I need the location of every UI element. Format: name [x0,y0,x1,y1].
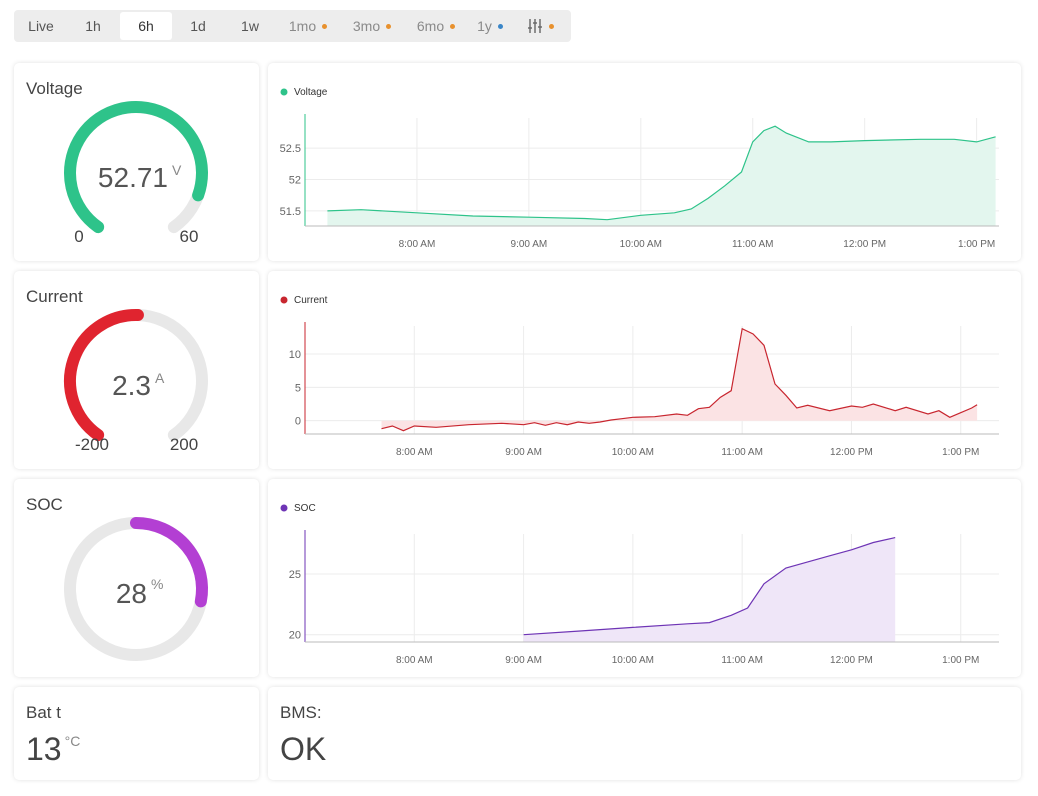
current-chart-card: Current 8:00 AM 9:00 AM 10:00 AM 11:00 AM 12:… [268,271,1021,469]
series-area [327,126,996,226]
range-3mo-button[interactable]: 3mo [346,12,398,40]
x-tick-label: 10:00 AM [612,447,654,458]
range-1h-button[interactable]: 1h [85,18,101,34]
y-tick-label: 25 [289,569,301,581]
card-title: BMS: [280,703,322,722]
gauge-value: 2.3 [112,370,151,401]
series-area [381,328,978,431]
series-line [381,327,978,432]
x-tick-label: 12:00 PM [830,655,873,666]
x-tick-label: 11:00 AM [721,655,763,666]
legend-marker [280,88,288,96]
y-tick-label: 0 [295,416,301,428]
gauge-unit: % [151,576,163,592]
gauge-min: 0 [74,227,83,246]
x-tick-label: 1:00 PM [942,447,979,458]
legend-label: Voltage [294,87,328,98]
gauge-max: 200 [170,435,198,454]
card-title: SOC [26,495,63,514]
temperature-unit: °C [64,733,81,749]
card-title: Bat t [26,703,61,722]
y-tick-label: 5 [295,382,301,394]
soc-chart: SOC 8:00 AM 9:00 AM 10:00 AM 11:00 AM 12:00 P… [280,503,999,666]
card-title: Voltage [26,79,83,98]
premium-dot [450,23,456,29]
gauge-unit: V [172,162,182,178]
y-tick-label: 52.5 [280,143,301,155]
range-live-button[interactable]: Live [28,18,54,34]
series-line [327,125,996,221]
x-tick-label: 9:00 AM [505,655,542,666]
x-tick-label: 1:00 PM [942,655,979,666]
x-tick-label: 8:00 AM [396,447,433,458]
x-tick-label: 12:00 PM [830,447,873,458]
y-tick-label: 51.5 [280,206,301,218]
legend-label: Current [294,295,328,306]
voltage-gauge: 52.71 V 0 60 [64,101,208,246]
x-tick-label: 11:00 AM [721,447,763,458]
premium-dot [386,23,392,29]
x-tick-label: 8:00 AM [399,239,436,250]
gauge-value: 52.71 [98,162,168,193]
gauge-max: 60 [180,227,199,246]
x-tick-label: 10:00 AM [620,239,662,250]
battery-temperature-card: Bat t 13 °C [14,687,259,780]
range-1w-button[interactable]: 1w [241,18,259,34]
x-tick-label: 12:00 PM [843,239,886,250]
range-6h-button[interactable]: 6h [120,12,172,40]
legend-marker [280,296,288,304]
y-tick-label: 20 [289,630,301,642]
gauge-value: 28 [116,578,147,609]
range-1d-button[interactable]: 1d [190,18,206,34]
y-tick-label: 10 [289,349,301,361]
x-tick-label: 9:00 AM [505,447,542,458]
current-gauge: 2.3 A -200 200 [64,309,208,454]
current-gauge-card: Current 2.3 A -200 200 [14,271,259,469]
soc-gauge: 28 % [64,517,208,661]
info-dot [497,23,503,29]
soc-chart-card: SOC 8:00 AM 9:00 AM 10:00 AM 11:00 AM 12:00 P… [268,479,1021,677]
range-1mo-button[interactable]: 1mo [282,12,334,40]
x-tick-label: 1:00 PM [958,239,995,250]
voltage-gauge-card: Voltage 52.71 V 0 60 [14,63,259,261]
x-tick-label: 10:00 AM [612,655,654,666]
x-tick-label: 9:00 AM [511,239,548,250]
gauge-min: -200 [75,435,109,454]
chart-settings-button[interactable] [520,12,560,40]
battery-temperature-value: 13 °C [26,731,81,767]
current-chart: Current 8:00 AM 9:00 AM 10:00 AM 11:00 AM 12:… [280,295,999,458]
y-tick-label: 52 [289,175,301,187]
voltage-chart: Voltage 8:00 AM 9:00 AM 10:00 AM 11:00 AM 12:… [280,87,999,250]
range-6mo-button[interactable]: 6mo [410,12,462,40]
legend-marker [280,504,288,512]
card-title: Current [26,287,83,306]
sliders-icon [527,19,542,34]
x-tick-label: 8:00 AM [396,655,433,666]
soc-gauge-card: SOC 28 % [14,479,259,677]
gauge-unit: A [155,370,165,386]
bms-status-value: OK [280,731,327,767]
time-range-bar: Live 1h 6h 1d 1w 1mo 3mo 6mo 1y [14,10,571,42]
range-1y-button[interactable]: 1y [472,12,508,40]
x-tick-label: 11:00 AM [732,239,774,250]
series-line [523,537,896,636]
legend-label: SOC [294,503,316,514]
bms-status-card: BMS: OK [268,687,1021,780]
premium-dot [322,23,328,29]
premium-dot [548,23,554,29]
voltage-chart-card: Voltage 8:00 AM 9:00 AM 10:00 AM 11:00 AM 12:… [268,63,1021,261]
